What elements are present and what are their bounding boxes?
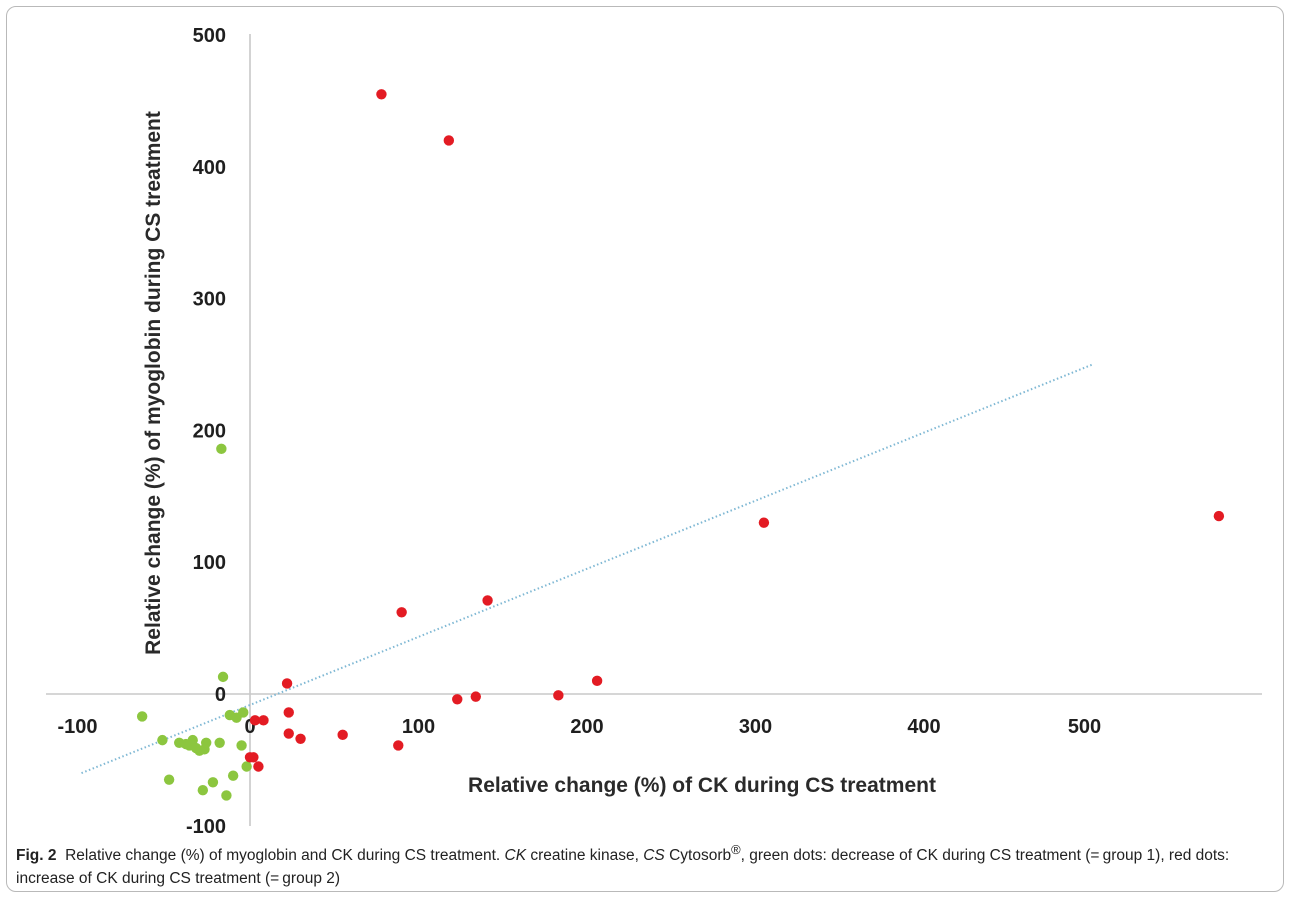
caption-ck-abbr: CK	[504, 847, 527, 865]
y-tick-label: 200	[193, 420, 226, 442]
green-data-point	[238, 707, 249, 718]
red-data-point	[443, 135, 455, 146]
red-data-point	[281, 678, 293, 689]
x-tick-label: 0	[244, 716, 255, 738]
figure-frame	[6, 6, 1284, 892]
y-tick-labels: -100 0 100 200 300 400 500	[186, 25, 226, 835]
data-points	[136, 89, 1225, 801]
green-data-point	[214, 737, 225, 748]
y-tick-label: 0	[215, 684, 226, 706]
green-data-point	[241, 761, 252, 772]
caption-registered-mark: ®	[731, 842, 741, 857]
red-data-point	[248, 752, 259, 763]
y-tick-label: 100	[193, 552, 226, 574]
red-data-point	[591, 675, 603, 687]
green-data-point	[197, 785, 209, 796]
green-data-point	[236, 740, 247, 751]
y-tick-label: 400	[193, 157, 226, 179]
caption-figure-label: Fig. 2	[16, 847, 57, 865]
red-data-point	[470, 691, 481, 702]
red-data-point	[393, 740, 404, 751]
green-data-point	[200, 737, 212, 748]
caption-text-ck: creatine kinase,	[526, 847, 644, 865]
trendline	[81, 363, 1093, 775]
red-data-point	[337, 729, 348, 741]
y-tick-label: -100	[186, 816, 226, 835]
red-data-point	[295, 733, 306, 745]
figure-caption: Fig. 2 Relative change (%) of myoglobin …	[16, 838, 1276, 890]
caption-text-cs: Cytosorb	[664, 847, 732, 865]
axes	[46, 34, 1262, 826]
green-data-point	[187, 734, 198, 746]
red-data-point	[249, 715, 261, 726]
x-tick-label: 300	[739, 716, 772, 738]
y-tick-label: 500	[193, 25, 226, 47]
green-data-point	[227, 770, 239, 781]
y-axis-title: Relative change (%) of myoglobin during …	[142, 111, 165, 655]
green-data-point	[221, 790, 232, 801]
green-data-point	[163, 774, 175, 785]
green-data-point	[136, 711, 148, 722]
y-tick-label: 300	[193, 289, 226, 311]
x-tick-label: 500	[1068, 716, 1101, 738]
red-data-point	[758, 517, 770, 528]
green-data-point	[217, 671, 229, 683]
green-data-point	[157, 734, 168, 746]
caption-text: Relative change (%) of myoglobin and CK …	[65, 847, 505, 865]
red-data-point	[283, 728, 294, 739]
red-data-point	[1213, 510, 1225, 522]
red-data-point	[396, 607, 407, 618]
red-data-point	[553, 690, 564, 701]
x-tick-label: -100	[57, 716, 97, 738]
caption-text-groups: , green dots: decrease of CK during CS t…	[16, 847, 1230, 888]
trendline-line	[81, 363, 1093, 775]
red-data-point	[452, 694, 463, 705]
x-tick-labels: -100 0 100 200 300 400 500	[57, 716, 1101, 738]
x-tick-label: 200	[570, 716, 603, 738]
green-data-point	[216, 443, 227, 455]
x-tick-label: 400	[907, 716, 940, 738]
red-data-point	[258, 715, 269, 726]
red-data-point	[482, 595, 493, 606]
green-data-point	[207, 777, 219, 788]
x-tick-label: 100	[402, 716, 435, 738]
x-axis-title: Relative change (%) of CK during CS trea…	[468, 774, 936, 797]
red-data-point	[253, 761, 264, 772]
red-data-point	[283, 707, 294, 718]
red-data-point	[376, 89, 387, 100]
scatter-chart: -100 0 100 200 300 400 500 -100 0 100 200 300 400 50…	[46, 25, 1262, 835]
caption-cs-abbr: CS	[643, 847, 665, 865]
